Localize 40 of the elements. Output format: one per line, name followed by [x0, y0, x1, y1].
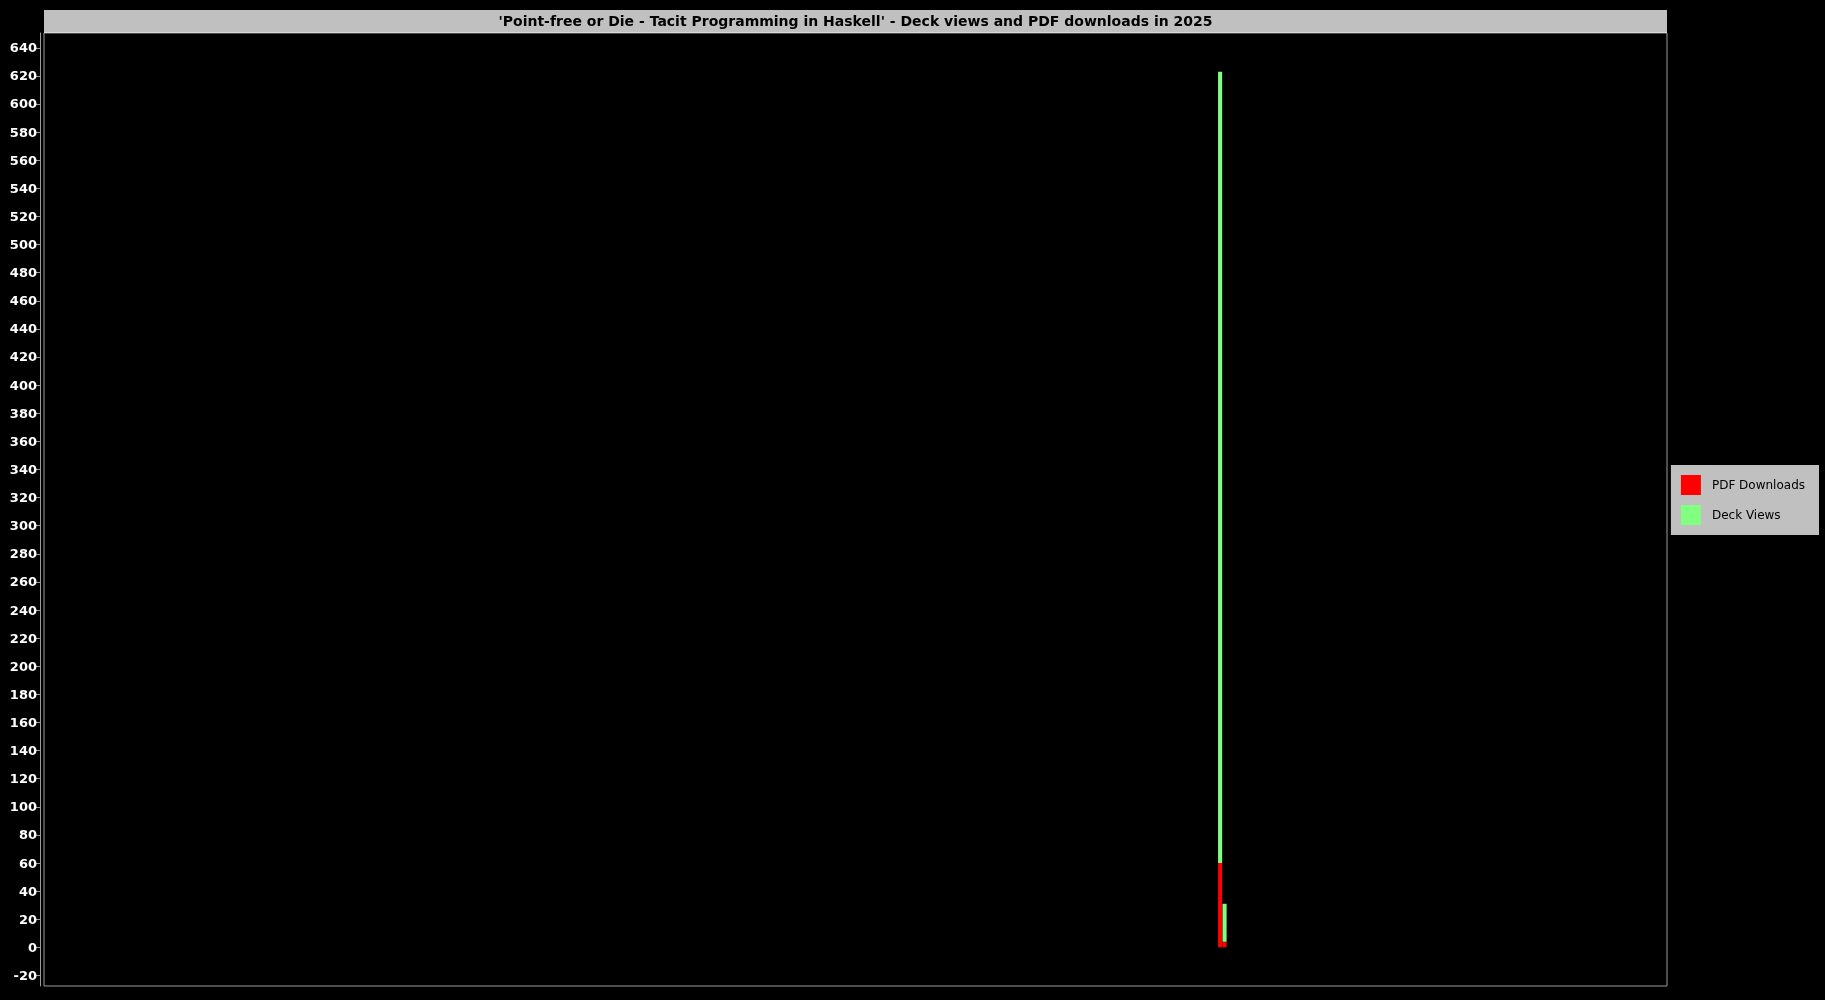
- y-tick-label: -20: [13, 967, 37, 983]
- y-tick-label: 580: [9, 124, 37, 140]
- y-tick-label: 440: [9, 321, 37, 337]
- y-tick-label: 600: [9, 96, 37, 112]
- y-tick-label: 520: [9, 208, 37, 224]
- legend-label: Deck Views: [1711, 508, 1781, 522]
- y-tick-label: 640: [9, 40, 37, 56]
- y-tick-label: 200: [9, 658, 37, 674]
- y-tick-label: 0: [27, 939, 37, 955]
- y-tick-label: 620: [9, 68, 37, 84]
- y-tick-label: 20: [18, 911, 37, 927]
- y-tick-label: 360: [9, 433, 37, 449]
- bar: [1218, 863, 1223, 948]
- y-tick-label: 500: [9, 237, 37, 253]
- y-tick-label: 240: [9, 602, 37, 618]
- bar: [1218, 71, 1223, 864]
- y-tick-label: 420: [9, 349, 37, 365]
- y-tick-label: 340: [9, 461, 37, 477]
- y-tick-label: 40: [18, 883, 37, 899]
- y-tick-label: 540: [9, 180, 37, 196]
- y-tick-label: 80: [18, 827, 37, 843]
- y-tick-label: 320: [9, 490, 37, 506]
- y-tick-label: 180: [9, 686, 37, 702]
- y-tick-label: 560: [9, 152, 37, 168]
- y-tick-label: 300: [9, 518, 37, 534]
- bar: [1222, 903, 1227, 942]
- y-tick-label: 480: [9, 265, 37, 281]
- y-tick-label: 220: [9, 630, 37, 646]
- legend-label: PDF Downloads: [1711, 478, 1805, 492]
- y-tick-label: 260: [9, 574, 37, 590]
- y-tick-label: 140: [9, 743, 37, 759]
- y-tick-label: 100: [9, 799, 37, 815]
- y-tick-label: 120: [9, 771, 37, 787]
- chart-title: 'Point-free or Die - Tacit Programming in Haskell' - Deck views and PDF downloads in 2025: [498, 13, 1213, 29]
- y-tick-label: 280: [9, 546, 37, 562]
- y-tick-label: 400: [9, 377, 37, 393]
- y-tick-label: 160: [9, 714, 37, 730]
- y-tick-label: 460: [9, 293, 37, 309]
- y-tick-label: 380: [9, 405, 37, 421]
- y-tick-label: 60: [18, 855, 37, 871]
